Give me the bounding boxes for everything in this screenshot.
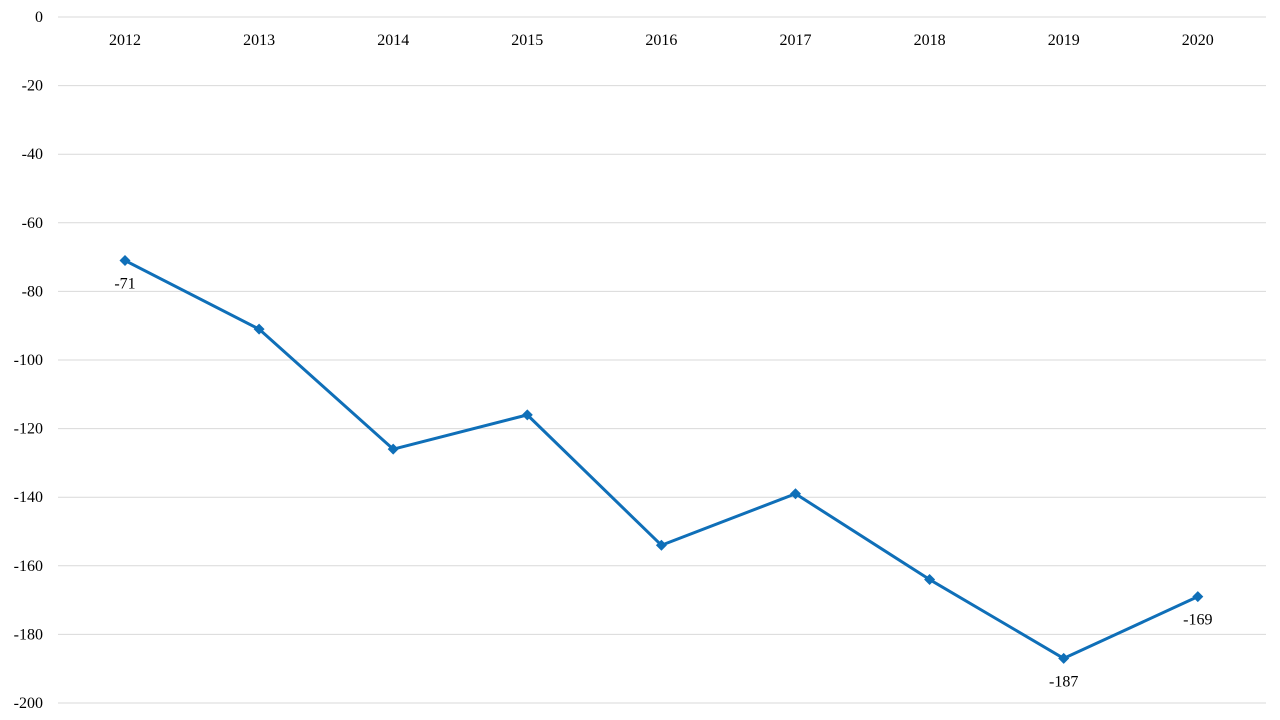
series-layer <box>119 255 1204 664</box>
gridlines <box>58 16 1266 704</box>
x-tick-label: 2017 <box>780 32 812 49</box>
y-tick-label: -100 <box>14 352 43 369</box>
y-tick-label: -20 <box>22 78 43 95</box>
data-point-marker <box>655 539 667 551</box>
x-tick-label: 2016 <box>645 32 677 49</box>
y-tick-label: -180 <box>14 626 43 643</box>
data-point-marker <box>924 574 936 586</box>
y-tick-label: 0 <box>35 9 43 26</box>
x-tick-label: 2018 <box>914 32 946 49</box>
x-tick-label: 2012 <box>109 32 141 49</box>
x-tick-label: 2015 <box>511 32 543 49</box>
data-point-marker <box>253 323 265 335</box>
x-tick-label: 2013 <box>243 32 275 49</box>
data-label: -71 <box>114 276 135 293</box>
x-axis-tick-labels: 2012 2013 2014 2015 2016 2017 2018 2019 2020 <box>109 32 1214 49</box>
data-point-marker <box>790 488 801 500</box>
y-tick-label: -80 <box>22 283 43 300</box>
y-tick-label: -60 <box>22 215 43 232</box>
y-tick-label: -40 <box>22 146 43 163</box>
y-tick-label: -140 <box>14 489 43 506</box>
x-tick-label: 2019 <box>1048 32 1080 49</box>
data-label: -187 <box>1049 673 1078 690</box>
data-point-marker <box>1192 591 1204 603</box>
y-axis-tick-labels: 0 -20 -40 -60 -80 -100 -120 -140 -160 -180 -200 <box>14 9 43 712</box>
data-point-marker <box>387 443 399 455</box>
x-tick-label: 2014 <box>377 32 409 49</box>
data-point-marker <box>521 409 533 421</box>
series-line <box>124 259 1199 660</box>
data-point-marker <box>1058 652 1070 664</box>
y-tick-label: -120 <box>14 421 43 438</box>
data-point-marker <box>119 255 131 267</box>
y-tick-label: -160 <box>14 558 43 575</box>
y-tick-label: -200 <box>14 695 43 712</box>
data-labels: -71 -187 -169 <box>114 276 1212 691</box>
data-label: -169 <box>1183 612 1212 629</box>
x-tick-label: 2020 <box>1182 32 1214 49</box>
